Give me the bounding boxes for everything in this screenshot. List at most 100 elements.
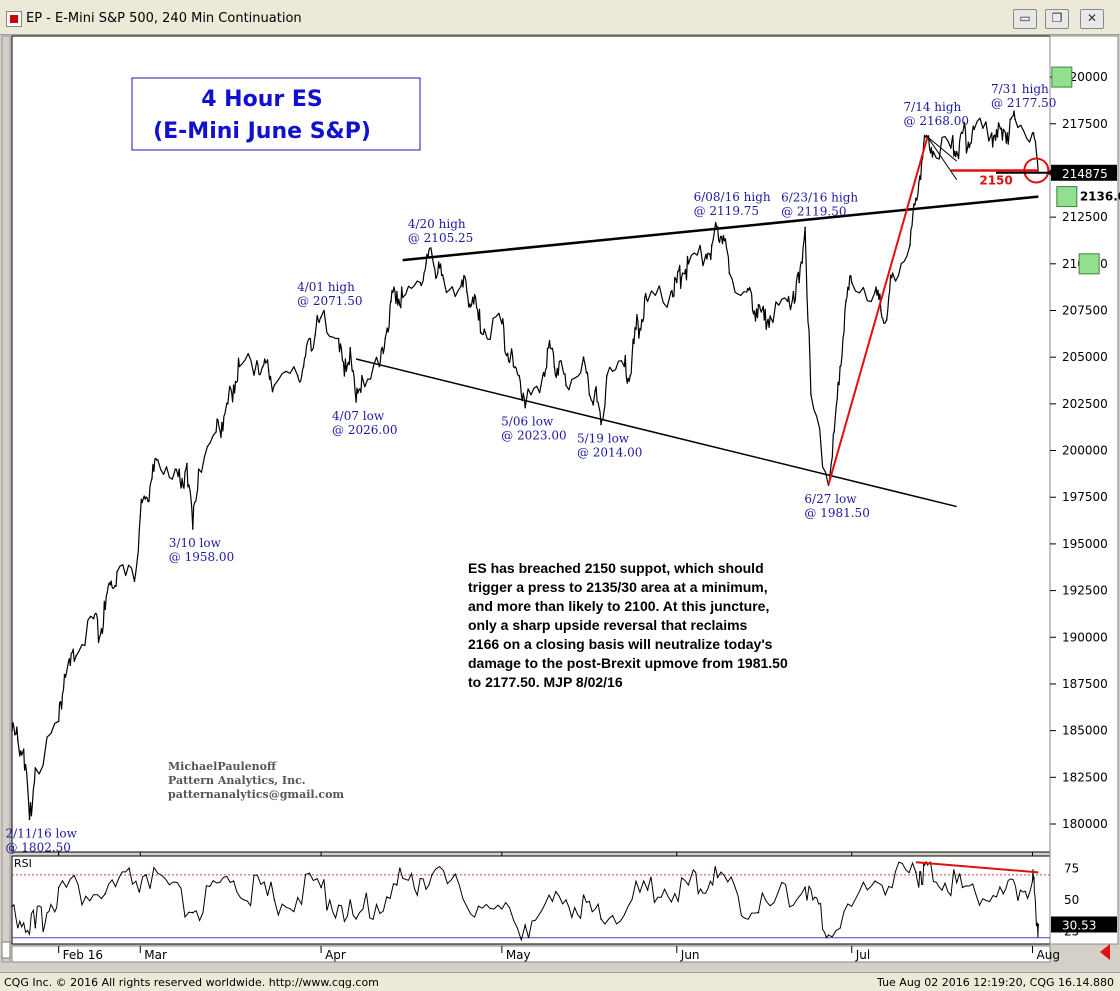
annotation-apr20-line1: 4/20 high [408, 217, 466, 231]
breach-circle [1023, 157, 1050, 184]
price-point [139, 515, 142, 517]
price-point [675, 281, 678, 284]
commentary-line: and more than likely to 2100. At this ju… [468, 598, 769, 614]
price-axis [1049, 35, 1119, 945]
rsi-divergence-line [915, 861, 1039, 874]
price-point [705, 253, 707, 256]
annotation-apr01-line1: 4/01 high [297, 280, 355, 294]
price-point [850, 281, 853, 284]
price-point [687, 263, 690, 265]
price-point [751, 309, 754, 312]
price-point [477, 319, 480, 321]
price-point [471, 296, 474, 299]
rsi-point [600, 918, 602, 920]
y-tick-label: 197500 [1062, 490, 1108, 504]
annotation-mar10-line2: @ 1958.00 [169, 550, 234, 564]
rsi-point [232, 880, 235, 882]
credit-line: Pattern Analytics, Inc. [168, 774, 306, 787]
annotation-feb11-line1: 2/11/16 low [5, 826, 77, 840]
rsi-last-label: 30.53 [1062, 918, 1096, 932]
scroll-right-arrow[interactable] [1100, 944, 1110, 960]
price-point [151, 477, 153, 480]
price-point [92, 617, 95, 620]
price-point [174, 468, 177, 471]
price-point [401, 296, 404, 299]
x-tick-label: Aug [1037, 948, 1060, 962]
rsi-point [716, 876, 719, 879]
price-point [221, 421, 223, 424]
left-gutter [1, 35, 11, 963]
price-point [839, 365, 841, 368]
price-point [466, 291, 468, 293]
price-point [950, 147, 952, 149]
rsi-point [915, 871, 917, 874]
price-point [11, 729, 13, 732]
minimize-button[interactable]: ▭ [1013, 9, 1037, 29]
status-bar: CQG Inc. © 2016 All rights reserved worl… [0, 972, 1120, 991]
post-brexit-trendline [827, 136, 929, 486]
price-point [810, 393, 812, 396]
annotation-apr20-line2: @ 2105.25 [408, 231, 473, 245]
y-tick-label: 182500 [1062, 770, 1108, 784]
price-point [559, 360, 561, 362]
price-point [973, 128, 975, 131]
price-point [261, 365, 264, 368]
y-tick-label: 185000 [1062, 724, 1108, 738]
chart-subtitle: (E-Mini June S&P) [153, 119, 371, 144]
price-point [34, 767, 37, 769]
price-point [541, 375, 544, 377]
price-point [483, 328, 486, 330]
price-point [512, 365, 515, 368]
price-point [63, 673, 66, 676]
annotation-apr01-line2: @ 2071.50 [297, 294, 362, 308]
restore-button[interactable]: ❐ [1045, 9, 1069, 29]
rsi-point [961, 886, 964, 889]
price-point [226, 403, 229, 405]
rsi-last-box [1051, 916, 1117, 933]
price-point [763, 319, 766, 321]
annotation-may06-line1: 5/06 low [501, 415, 554, 429]
commentary-line: trigger a press to 2135/30 area at a min… [468, 579, 768, 595]
price-point [302, 365, 305, 368]
scroll-thumb [1, 941, 11, 959]
price-point [588, 393, 591, 396]
chart-title: 4 Hour ES [201, 87, 323, 112]
price-point [880, 309, 882, 312]
target-box-1 [1056, 186, 1078, 208]
credit-line: MichaelPaulenoff [168, 760, 277, 773]
y-tick-label: 180000 [1062, 817, 1108, 831]
rsi-point [145, 874, 147, 876]
annotation-jun08-line1: 6/08/16 high [694, 190, 771, 204]
price-point [845, 300, 847, 302]
credit-line: patternanalytics@gmail.com [168, 788, 344, 801]
price-point [238, 365, 241, 368]
close-button[interactable]: ✕ [1080, 9, 1104, 29]
price-point [110, 580, 112, 583]
rsi-point [1002, 892, 1005, 895]
rsi-point [1031, 880, 1034, 882]
annotation-jun23-line1: 6/23/16 high [781, 190, 858, 204]
rsi-point [524, 924, 526, 926]
price-point [955, 150, 958, 153]
commentary-line: to 2177.50. MJP 8/02/16 [468, 674, 623, 690]
price-point [635, 328, 637, 330]
price-point [396, 291, 398, 293]
annotation-jun27-line2: @ 1981.50 [804, 506, 869, 520]
window-title: EP - E-Mini S&P 500, 240 Min Continuatio… [26, 11, 302, 26]
price-point [833, 431, 836, 433]
y-tick-label: 200000 [1062, 444, 1108, 458]
annotation-jun27-line1: 6/27 low [804, 492, 857, 506]
rsi-tick-label: 50 [1064, 893, 1079, 907]
price-point [710, 244, 713, 246]
price-point [460, 285, 462, 288]
annotation-feb11-line2: @ 1802.50 [5, 840, 70, 854]
price-point [506, 352, 509, 355]
price-point [606, 375, 608, 377]
price-point [891, 272, 894, 274]
y-tick-label: 187500 [1062, 677, 1108, 691]
x-tick-label: Jun [680, 948, 700, 962]
support-level-label: 2150 [979, 173, 1012, 187]
rsi-panel [11, 855, 1051, 945]
price-point [156, 459, 159, 461]
x-tick-label: May [506, 948, 531, 962]
